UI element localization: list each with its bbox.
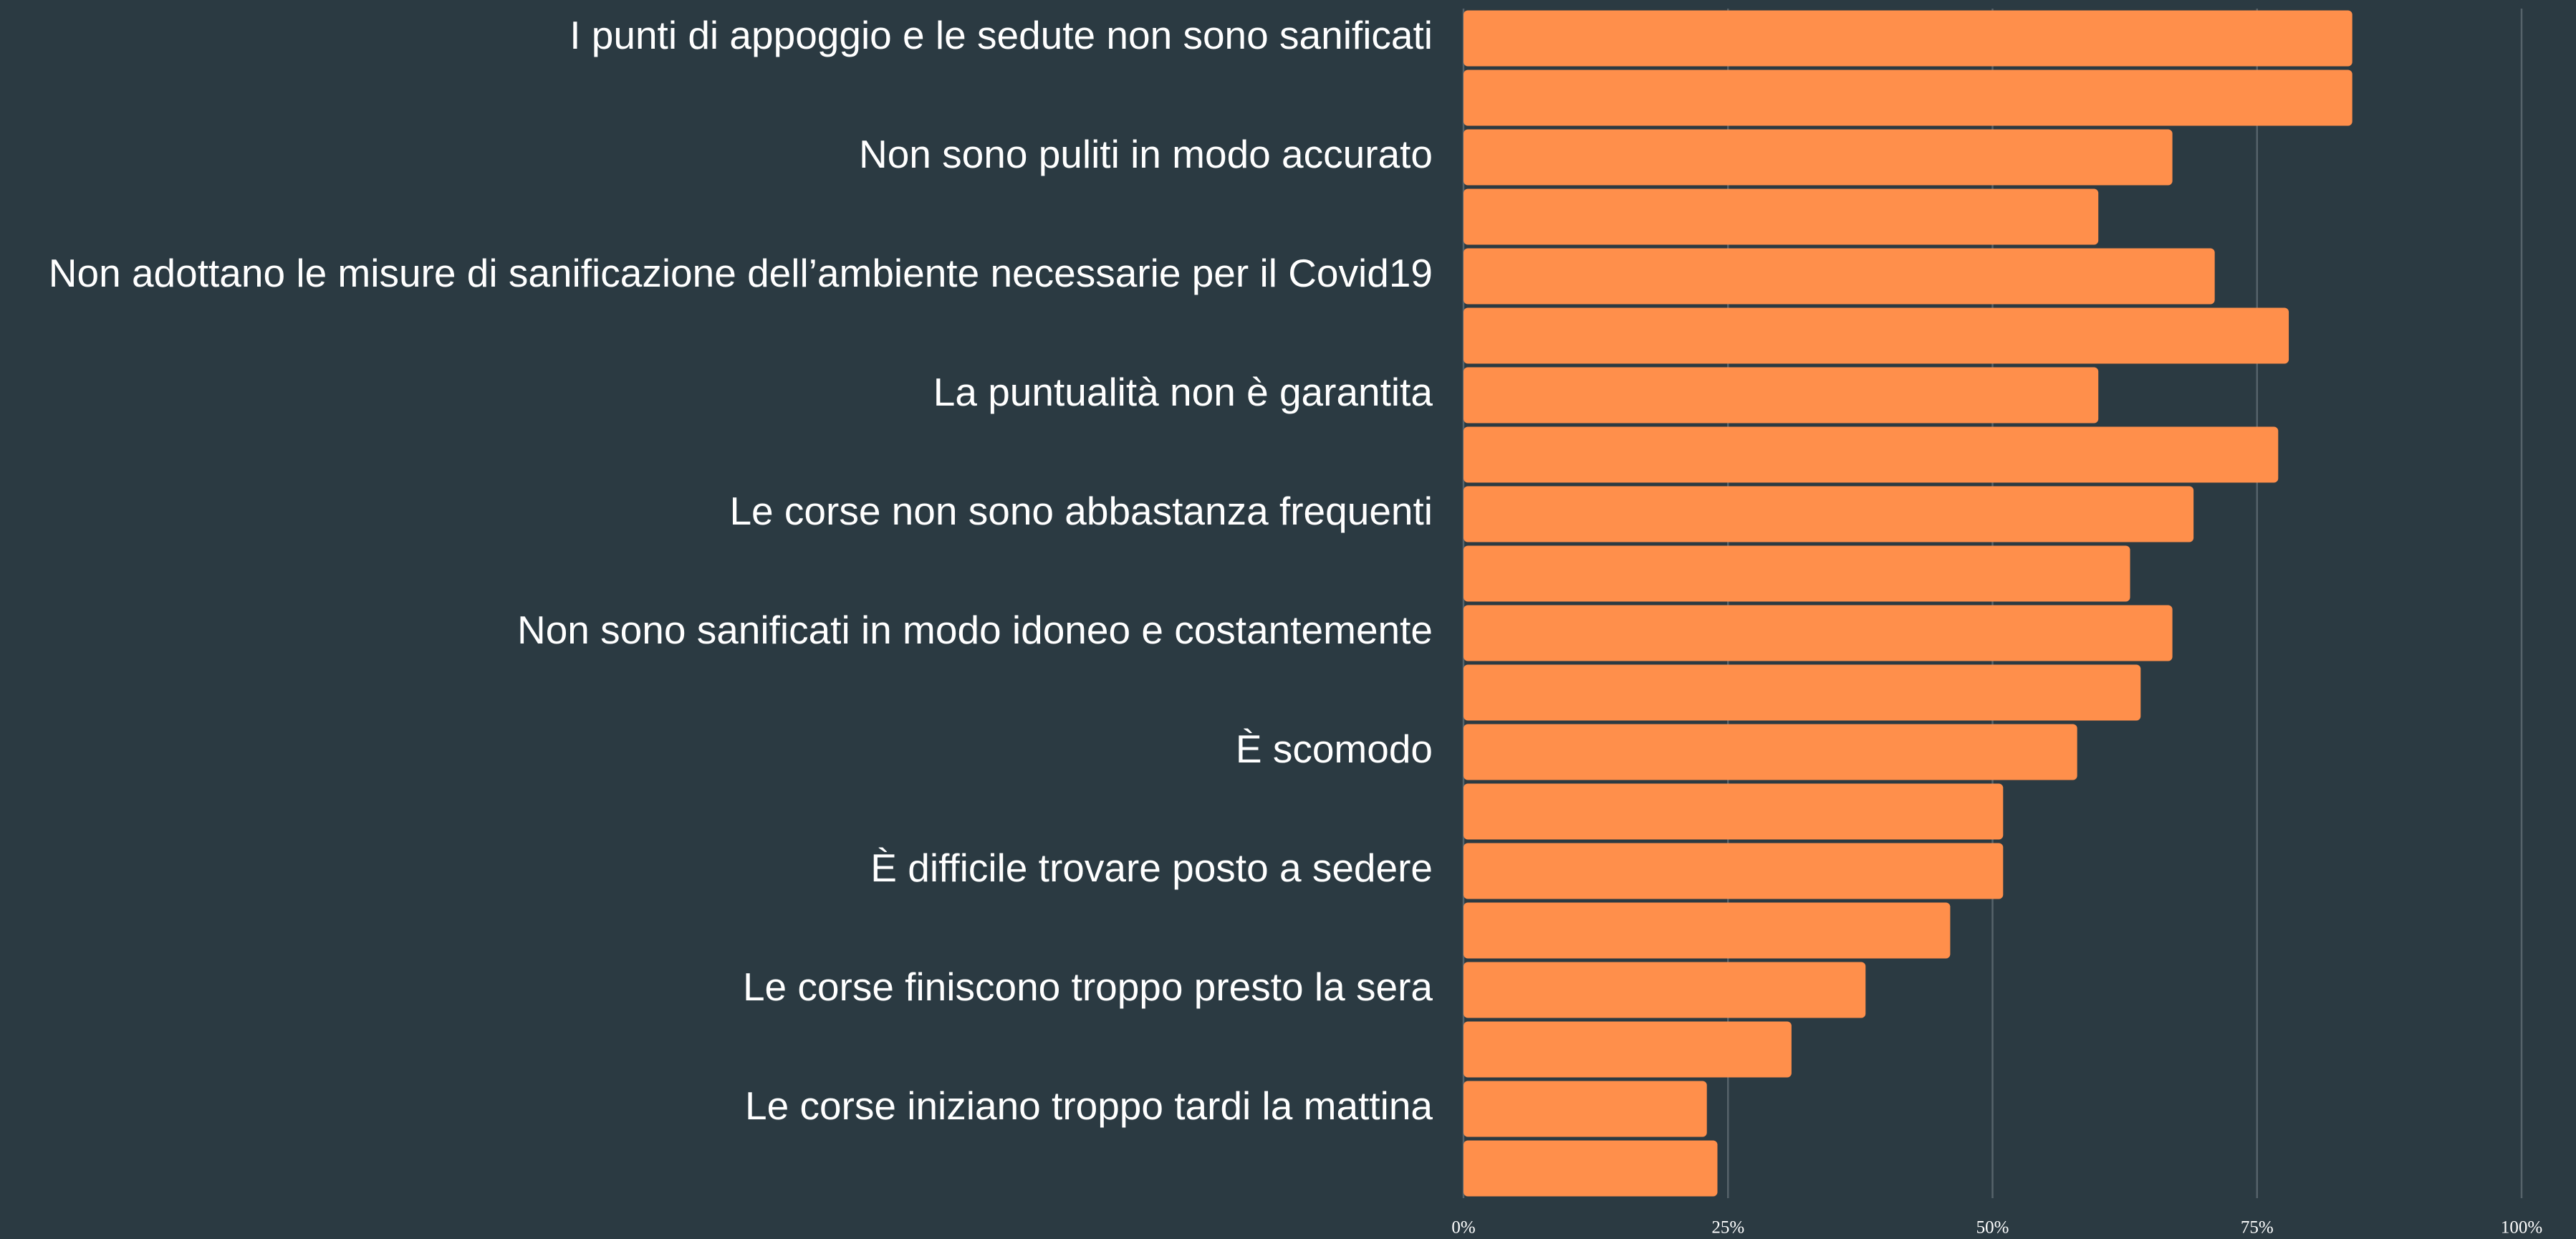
y-tick-label: Non sono sanificati in modo idoneo e cos… — [517, 608, 1433, 652]
y-tick-label: È difficile trovare posto a sedere — [870, 846, 1433, 890]
bar — [1464, 724, 2077, 780]
bar — [1464, 1021, 1792, 1078]
bar — [1464, 248, 2215, 305]
bar — [1464, 1081, 1707, 1137]
y-tick-label: Non sono puliti in modo accurato — [859, 132, 1433, 176]
bar — [1464, 902, 1951, 959]
bar — [1464, 545, 2130, 602]
bar — [1464, 962, 1866, 1018]
x-tick-label: 75% — [2241, 1218, 2274, 1238]
y-tick-label: I punti di appoggio e le sedute non sono… — [569, 13, 1433, 57]
bar — [1464, 1140, 1718, 1197]
bar — [1464, 129, 2173, 186]
x-tick-label: 0% — [1451, 1218, 1475, 1238]
bar — [1464, 843, 2004, 899]
bar — [1464, 307, 2289, 364]
x-tick-label: 25% — [1711, 1218, 1744, 1238]
x-tick-label: 50% — [1976, 1218, 2009, 1238]
x-tick-label: 100% — [2501, 1218, 2542, 1238]
y-tick-label: Non adottano le misure di sanificazione … — [49, 251, 1433, 295]
y-tick-label: Le corse non sono abbastanza frequenti — [729, 489, 1433, 533]
bar — [1464, 664, 2141, 721]
bar — [1464, 367, 2099, 424]
bar — [1464, 605, 2173, 661]
bar — [1464, 10, 2352, 67]
bar — [1464, 188, 2099, 245]
bar — [1464, 486, 2194, 542]
bar — [1464, 70, 2352, 126]
y-tick-label: Le corse finiscono troppo presto la sera — [743, 965, 1433, 1009]
bar — [1464, 426, 2279, 483]
y-tick-label: Le corse iniziano troppo tardi la mattin… — [745, 1083, 1433, 1128]
y-tick-label: La puntualità non è garantita — [933, 370, 1433, 414]
y-tick-label: È scomodo — [1236, 727, 1433, 771]
bar — [1464, 783, 2004, 840]
